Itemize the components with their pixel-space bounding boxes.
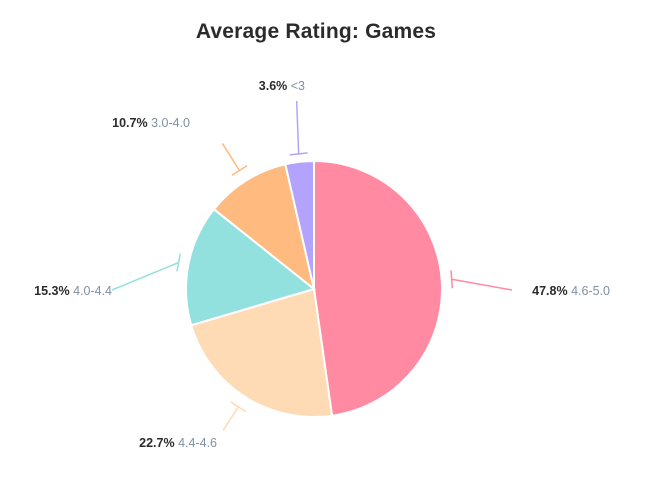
slice-percent: 3.6% bbox=[259, 79, 291, 93]
slice-category: <3 bbox=[291, 79, 305, 93]
leader-line bbox=[295, 100, 300, 154]
slice-category: 4.6-5.0 bbox=[571, 284, 610, 298]
slice-label: 3.6% <3 bbox=[259, 79, 305, 93]
slice-percent: 22.7% bbox=[139, 436, 178, 450]
leader-line bbox=[111, 261, 179, 291]
leader-tick bbox=[450, 270, 454, 289]
pie-slice bbox=[313, 159, 443, 417]
slice-category: 3.0-4.0 bbox=[151, 116, 190, 130]
leader-line bbox=[221, 143, 241, 171]
leader-tick bbox=[230, 401, 247, 413]
leader-tick bbox=[231, 165, 248, 176]
leader-line bbox=[222, 406, 239, 431]
pie-slice bbox=[185, 207, 317, 327]
pie-slice bbox=[189, 287, 334, 418]
pie-slices bbox=[185, 159, 443, 418]
slice-label: 47.8% 4.6-5.0 bbox=[532, 284, 610, 298]
leader-line bbox=[451, 278, 513, 291]
slice-percent: 15.3% bbox=[34, 284, 73, 298]
slice-category: 4.4-4.6 bbox=[178, 436, 217, 450]
leader-lines bbox=[111, 100, 513, 431]
pie-slice bbox=[284, 159, 315, 290]
slice-label: 10.7% 3.0-4.0 bbox=[112, 116, 190, 130]
pie-slice bbox=[212, 163, 316, 292]
slice-category: 4.0-4.4 bbox=[73, 284, 112, 298]
slice-percent: 10.7% bbox=[112, 116, 151, 130]
leader-tick bbox=[176, 253, 182, 272]
chart-title: Average Rating: Games bbox=[195, 20, 437, 43]
slice-label: 22.7% 4.4-4.6 bbox=[139, 436, 217, 450]
leader-tick bbox=[289, 152, 308, 156]
slice-labels: 47.8% 4.6-5.022.7% 4.4-4.615.3% 4.0-4.41… bbox=[34, 79, 610, 450]
slice-label: 15.3% 4.0-4.4 bbox=[34, 284, 112, 298]
slice-percent: 47.8% bbox=[532, 284, 571, 298]
